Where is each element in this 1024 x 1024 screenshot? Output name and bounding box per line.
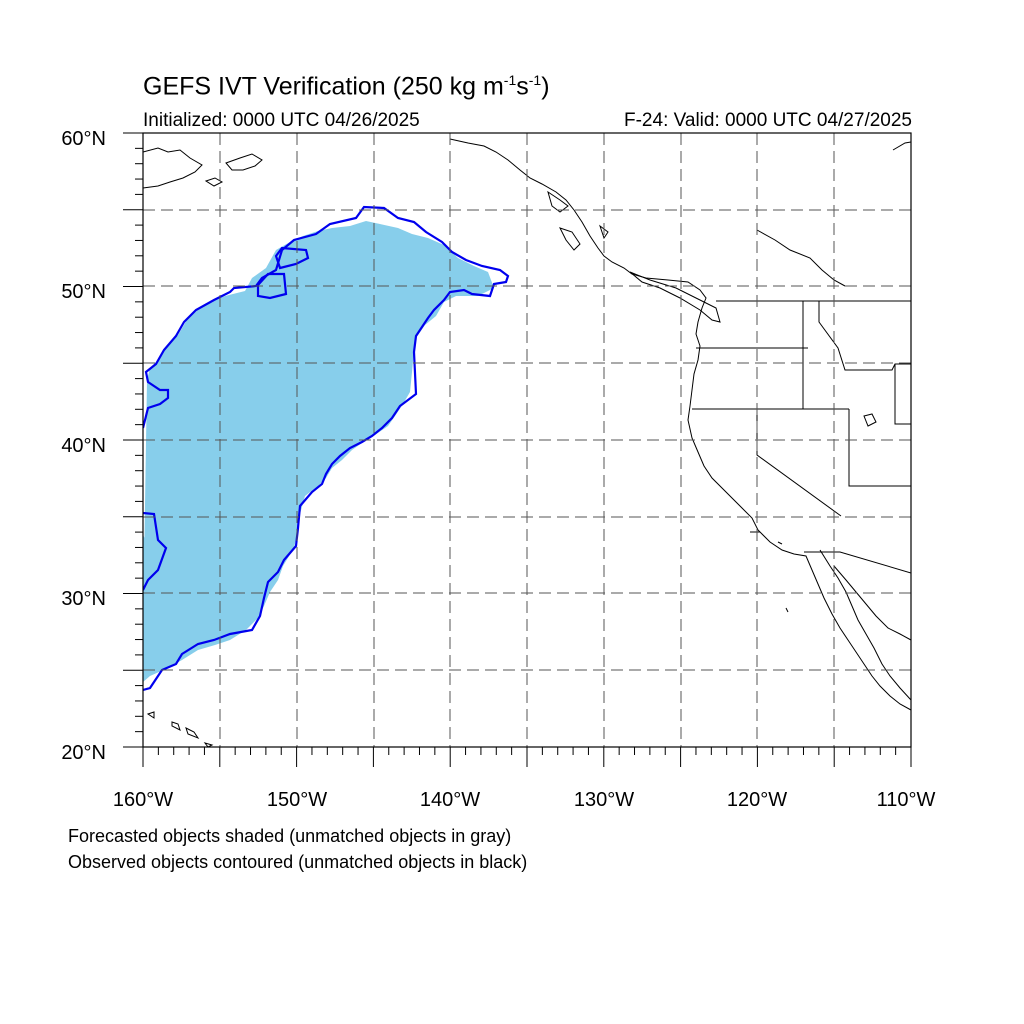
observed-small-contour — [143, 511, 168, 591]
observed-ivt-contours — [143, 205, 510, 692]
observed-inner-contour-1 — [256, 272, 288, 300]
lon-label-150w: 150°W — [267, 789, 327, 811]
lon-axis-labels: 160°W 150°W 140°W 130°W 120°W 110°W — [113, 789, 936, 811]
lat-label-50n: 50°N — [61, 281, 106, 303]
initialized-time: Initialized: 0000 UTC 04/26/2025 — [143, 110, 420, 131]
lon-label-110w: 110°W — [877, 789, 936, 811]
bc-islands — [547, 190, 721, 323]
graticule — [143, 133, 911, 747]
forecast-ivt-object — [143, 221, 494, 682]
baja-coast — [819, 549, 911, 701]
observed-inner-contour-2 — [274, 246, 310, 270]
lat-label-60n: 60°N — [61, 128, 106, 150]
lon-label-130w: 130°W — [574, 789, 634, 811]
legend-observed-note: Observed objects contoured (unmatched ob… — [68, 852, 528, 872]
lon-label-140w: 140°W — [420, 789, 480, 811]
legend-forecast-note: Forecasted objects shaded (unmatched obj… — [68, 826, 512, 846]
alaska-coast — [143, 147, 203, 189]
gulf-of-alaska-coast — [449, 138, 911, 711]
lat-axis-labels: 60°N 50°N 40°N 30°N 20°N — [61, 128, 106, 764]
map-title: GEFS IVT Verification (250 kg m-1s-1) — [143, 72, 550, 101]
state-borders — [692, 301, 911, 574]
lon-label-120w: 120°W — [727, 789, 787, 811]
observed-main-contour — [143, 205, 510, 692]
lat-label-20n: 20°N — [61, 742, 106, 764]
lat-label-30n: 30°N — [61, 588, 106, 610]
coastlines — [143, 138, 911, 747]
valid-time: F-24: Valid: 0000 UTC 04/27/2025 — [624, 110, 912, 131]
lon-label-160w: 160°W — [113, 789, 173, 811]
axis-ticks — [123, 132, 912, 767]
lat-label-40n: 40°N — [61, 435, 106, 457]
hawaii-islands — [146, 711, 214, 747]
